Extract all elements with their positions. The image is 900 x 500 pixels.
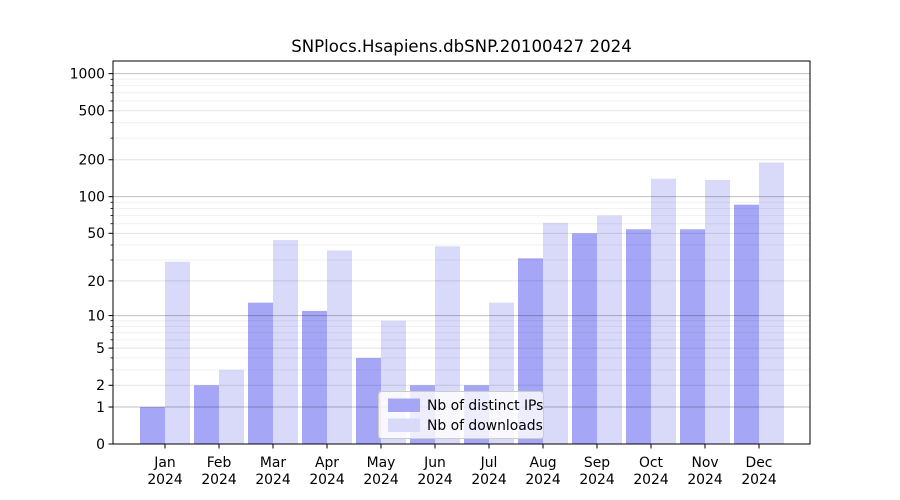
distinct-ips-bar-sep: [572, 233, 597, 444]
x-tick-label-month-oct: Oct: [639, 455, 664, 471]
y-tick-label-500: 500: [78, 104, 105, 120]
axes-layer: [108, 60, 811, 449]
x-tick-label-year-feb: 2024: [201, 472, 237, 488]
legend: Nb of distinct IPs Nb of downloads: [378, 391, 544, 439]
plot-border: [112, 60, 811, 445]
downloads-bar-sep: [597, 215, 622, 444]
distinct-ips-bar-jan: [140, 407, 165, 444]
x-tick-label-month-aug: Aug: [529, 455, 556, 471]
downloads-bar-mar: [273, 240, 298, 444]
distinct-ips-bar-oct: [626, 229, 651, 444]
distinct-ips-bar-feb: [194, 385, 219, 444]
x-tick-label-year-oct: 2024: [633, 472, 669, 488]
tick-labels-layer: 01251020501002005001000Jan2024Feb2024Mar…: [70, 67, 777, 488]
downloads-bar-feb: [219, 369, 244, 444]
x-tick-label-year-dec: 2024: [741, 472, 777, 488]
y-tick-label-20: 20: [87, 274, 105, 290]
downloads-bar-nov: [705, 179, 730, 444]
legend-swatch-distinct-ips: [388, 398, 420, 412]
y-tick-label-50: 50: [87, 226, 105, 242]
x-tick-label-year-sep: 2024: [579, 472, 615, 488]
x-tick-label-month-jul: Jul: [480, 455, 498, 471]
y-tick-label-200: 200: [78, 153, 105, 169]
distinct-ips-bar-mar: [248, 302, 273, 444]
x-tick-label-year-nov: 2024: [687, 472, 723, 488]
x-tick-label-month-may: May: [367, 455, 396, 471]
y-tick-label-5: 5: [96, 341, 105, 357]
x-tick-label-month-feb: Feb: [207, 455, 232, 471]
x-tick-label-year-jul: 2024: [471, 472, 507, 488]
x-tick-label-month-jun: Jun: [423, 455, 446, 471]
downloads-bar-aug: [543, 222, 568, 444]
x-tick-label-year-may: 2024: [363, 472, 399, 488]
downloads-bar-apr: [327, 250, 352, 444]
x-tick-label-month-dec: Dec: [746, 455, 773, 471]
x-tick-label-year-apr: 2024: [309, 472, 345, 488]
downloads-bar-oct: [651, 178, 676, 445]
x-tick-label-month-nov: Nov: [691, 455, 718, 471]
x-tick-label-month-sep: Sep: [584, 455, 610, 471]
y-tick-label-100: 100: [78, 190, 105, 206]
x-tick-label-year-jun: 2024: [417, 472, 453, 488]
x-tick-label-year-mar: 2024: [255, 472, 291, 488]
x-tick-label-month-jan: Jan: [153, 455, 175, 471]
x-tick-label-month-mar: Mar: [260, 455, 286, 471]
y-tick-label-10: 10: [87, 308, 105, 324]
x-tick-label-month-apr: Apr: [315, 455, 339, 471]
legend-swatch-downloads: [388, 418, 420, 432]
distinct-ips-bar-may: [356, 357, 381, 444]
y-tick-label-2: 2: [96, 378, 105, 394]
distinct-ips-bar-nov: [680, 229, 705, 444]
y-tick-label-1000: 1000: [70, 67, 105, 83]
chart-title: SNPlocs.Hsapiens.dbSNP.20100427 2024: [291, 37, 632, 56]
x-tick-label-year-jan: 2024: [147, 472, 183, 488]
x-tick-label-year-aug: 2024: [525, 472, 561, 488]
distinct-ips-bar-dec: [734, 204, 759, 444]
legend-label-downloads: Nb of downloads: [427, 418, 543, 434]
downloads-bar-dec: [759, 162, 784, 445]
downloads-bar-jan: [165, 261, 190, 444]
y-tick-label-1: 1: [96, 400, 105, 416]
distinct-ips-bar-apr: [302, 310, 327, 444]
y-tick-label-0: 0: [96, 437, 105, 453]
legend-label-distinct-ips: Nb of distinct IPs: [427, 398, 543, 414]
